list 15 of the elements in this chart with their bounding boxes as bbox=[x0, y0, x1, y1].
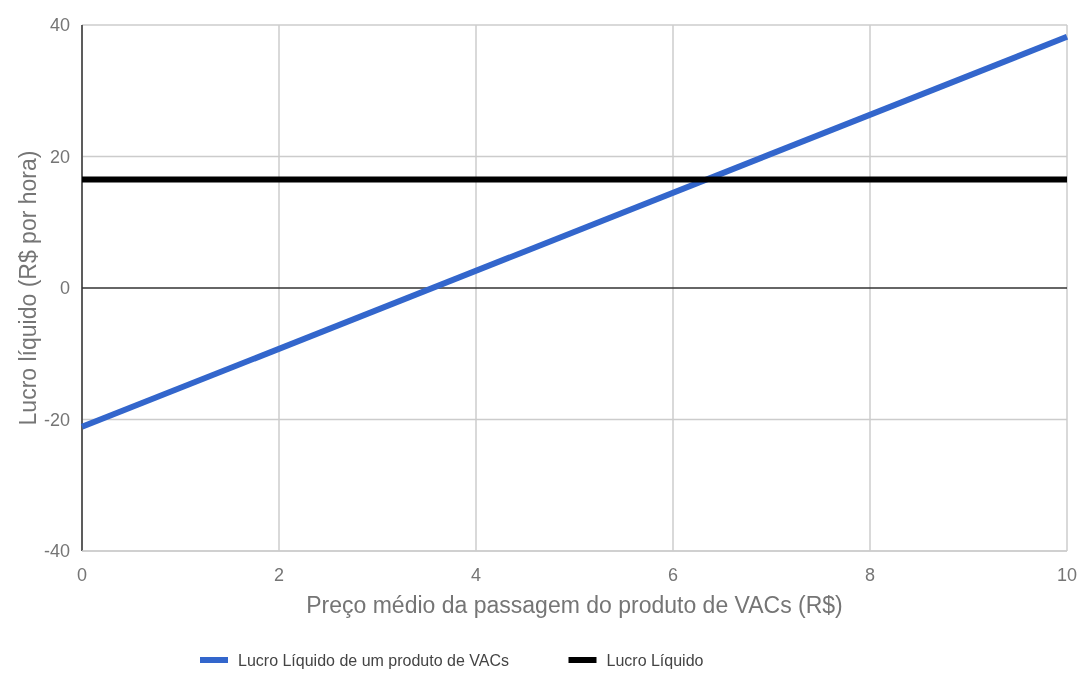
legend-label: Lucro Líquido bbox=[606, 652, 704, 669]
legend-label: Lucro Líquido de um produto de VACs bbox=[238, 652, 509, 669]
x-tick-label: 2 bbox=[273, 565, 285, 585]
x-tick-label: 8 bbox=[864, 565, 876, 585]
y-tick-label: -20 bbox=[43, 409, 70, 430]
x-tick-label: 4 bbox=[470, 565, 482, 585]
x-tick-label: 0 bbox=[76, 565, 88, 585]
y-tick-label: 40 bbox=[49, 15, 70, 35]
y-tick-label: 0 bbox=[59, 278, 70, 298]
x-tick-label: 6 bbox=[667, 565, 679, 585]
x-axis-title: Preço médio da passagem do produto de VACs (R$) bbox=[306, 592, 843, 618]
x-tick-label: 10 bbox=[1056, 565, 1078, 585]
y-axis-title: Lucro líquido (R$ por hora) bbox=[15, 150, 41, 426]
y-tick-label: -40 bbox=[43, 541, 70, 561]
y-tick-label: 20 bbox=[49, 146, 70, 167]
